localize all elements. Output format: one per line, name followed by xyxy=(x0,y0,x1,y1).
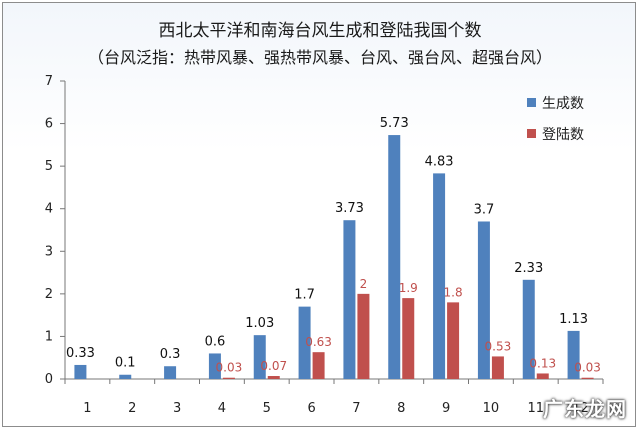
data-label-generated: 4.83 xyxy=(425,154,454,169)
x-tick-label: 2 xyxy=(128,401,136,416)
chart-title: 西北太平洋和南海台风生成和登陆我国个数 xyxy=(159,21,482,41)
y-tick-label: 4 xyxy=(45,202,53,217)
legend-swatch xyxy=(527,129,536,138)
bar-generated xyxy=(477,221,490,379)
bar-landed xyxy=(447,302,460,379)
y-tick-label: 2 xyxy=(45,287,53,302)
data-label-generated: 1.03 xyxy=(245,316,274,331)
data-label-landed: 1.8 xyxy=(444,285,463,299)
data-label-landed: 0.63 xyxy=(305,335,332,349)
y-tick-label: 3 xyxy=(45,244,53,259)
x-tick-label: 8 xyxy=(397,401,405,416)
data-label-generated: 3.7 xyxy=(474,202,495,217)
chart-subtitle: （台风泛指：热带风暴、强热带风暴、台风、强台风、超强台风） xyxy=(88,48,552,67)
bar-landed xyxy=(312,352,325,379)
bar-generated xyxy=(74,364,87,379)
x-tick-label: 9 xyxy=(442,401,450,416)
x-tick-label: 10 xyxy=(483,401,500,416)
x-tick-label: 1 xyxy=(83,401,91,416)
data-labels: 0.33 0.1 0.3 0.6 0.03 1.03 0.07 1.7 0.63 3.73 2 5.7… xyxy=(66,116,601,375)
legend-swatch xyxy=(527,98,536,107)
x-tick-label: 7 xyxy=(352,401,360,416)
bar-generated xyxy=(343,220,356,379)
data-label-landed: 2 xyxy=(360,277,368,291)
bar-generated xyxy=(298,306,311,379)
y-tick-label: 1 xyxy=(45,329,53,344)
bar-generated xyxy=(119,374,132,379)
data-label-landed: 0.07 xyxy=(260,359,287,373)
data-label-generated: 5.73 xyxy=(380,116,409,131)
y-tick-label: 7 xyxy=(45,74,53,89)
x-tick-label: 5 xyxy=(263,401,271,416)
bar-landed xyxy=(402,298,415,379)
bar-generated xyxy=(253,335,266,379)
bar-landed xyxy=(222,377,235,379)
bar-generated xyxy=(164,366,177,379)
data-label-generated: 0.3 xyxy=(160,347,181,362)
data-label-generated: 2.33 xyxy=(514,261,543,276)
x-tick-label: 6 xyxy=(307,401,315,416)
legend-label: 生成数 xyxy=(542,96,584,112)
bar-generated xyxy=(567,330,580,379)
watermark-logo: 广东龙网 xyxy=(543,397,627,421)
y-tick-label: 0 xyxy=(45,372,53,387)
y-tick-label: 6 xyxy=(45,117,53,132)
bar-landed xyxy=(581,377,594,379)
y-tick-label: 5 xyxy=(45,159,53,174)
bar-generated xyxy=(388,135,401,379)
bar-landed xyxy=(357,293,370,379)
data-label-generated: 0.1 xyxy=(115,356,136,371)
chart-frame: 西北太平洋和南海台风生成和登陆我国个数 （台风泛指：热带风暴、强热带风暴、台风、… xyxy=(2,2,636,427)
x-tick-label: 4 xyxy=(218,401,226,416)
data-label-generated: 3.73 xyxy=(335,201,364,216)
data-label-generated: 0.6 xyxy=(205,334,226,349)
bar-landed xyxy=(536,373,549,379)
bars xyxy=(74,135,594,379)
data-label-generated: 1.7 xyxy=(294,288,315,303)
bar-generated xyxy=(208,353,221,379)
data-label-landed: 0.53 xyxy=(485,339,512,353)
x-tick-label: 12 xyxy=(572,401,589,416)
data-label-landed: 0.03 xyxy=(216,361,243,375)
data-label-generated: 0.33 xyxy=(66,346,95,361)
bar-generated xyxy=(433,173,446,379)
x-tick-label: 3 xyxy=(173,401,181,416)
bar-generated xyxy=(522,279,535,379)
data-label-landed: 0.13 xyxy=(529,356,556,370)
bar-landed xyxy=(267,376,280,379)
bar-landed xyxy=(491,356,504,379)
data-label-landed: 0.03 xyxy=(574,361,601,375)
data-label-generated: 1.13 xyxy=(559,312,588,327)
x-tick-label: 11 xyxy=(527,401,544,416)
legend-label: 登陆数 xyxy=(542,127,584,143)
data-label-landed: 1.9 xyxy=(399,281,418,295)
bar-chart: 西北太平洋和南海台风生成和登陆我国个数 （台风泛指：热带风暴、强热带风暴、台风、… xyxy=(45,21,604,416)
